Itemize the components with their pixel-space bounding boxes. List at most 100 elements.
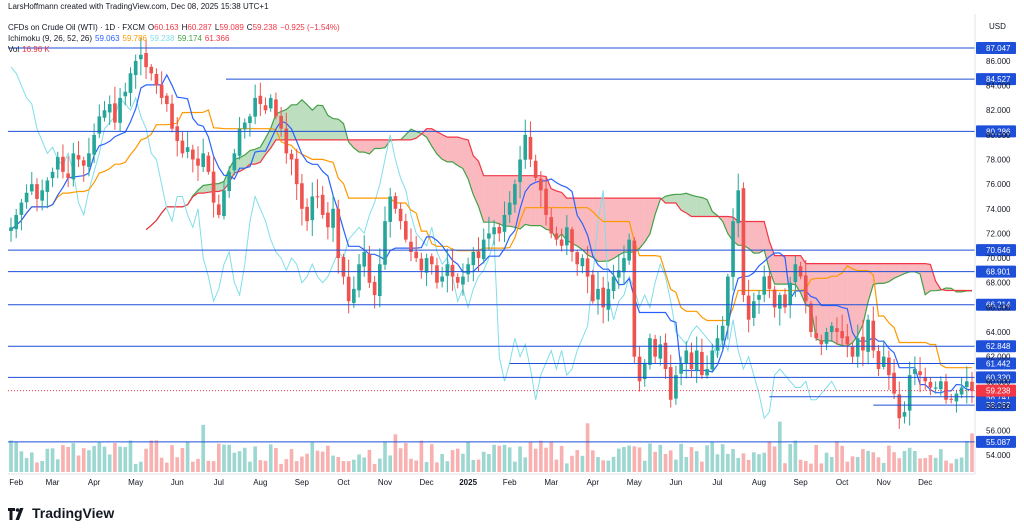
volume-bar bbox=[289, 449, 294, 472]
candle bbox=[76, 141, 81, 168]
candle-body bbox=[528, 136, 533, 160]
cloud-segment bbox=[623, 198, 630, 253]
volume-bar bbox=[549, 441, 554, 472]
change-value: −0.925 (−1.54%) bbox=[280, 23, 340, 32]
volume-bar bbox=[861, 449, 865, 472]
volume-value: 16.96 K bbox=[22, 45, 50, 54]
candle bbox=[720, 316, 725, 350]
candle bbox=[539, 171, 543, 208]
cloud-segment bbox=[483, 175, 489, 223]
candle bbox=[580, 254, 585, 274]
candle-body bbox=[507, 202, 512, 215]
candle-body bbox=[970, 381, 974, 392]
horizontal-level: 62.848 bbox=[8, 340, 1016, 353]
candle bbox=[206, 151, 211, 175]
candlesticks bbox=[9, 38, 974, 429]
candle-body bbox=[81, 160, 86, 166]
volume-bar bbox=[393, 434, 398, 472]
candle bbox=[383, 206, 387, 270]
candle bbox=[881, 340, 886, 370]
candle-body bbox=[315, 196, 320, 198]
ichimoku-name[interactable]: Ichimoku (9, 26, 52, 26) bbox=[8, 34, 93, 43]
volume-bar bbox=[133, 463, 138, 472]
price-axis-tick-label: 80.000 bbox=[986, 131, 1011, 140]
candle-body bbox=[450, 264, 455, 277]
candle bbox=[24, 184, 29, 209]
candle bbox=[653, 334, 657, 364]
candle-body bbox=[871, 320, 876, 351]
candle-body bbox=[767, 275, 772, 289]
horizontal-level: 80.286 bbox=[8, 125, 1016, 138]
volume-bar bbox=[705, 445, 709, 472]
tradingview-brand[interactable]: TradingView bbox=[8, 505, 114, 521]
volume-bar bbox=[876, 457, 881, 472]
cloud-segment bbox=[613, 198, 619, 259]
time-axis-tick-label: May bbox=[627, 478, 642, 487]
volume-bar bbox=[601, 460, 606, 472]
cloud-segment bbox=[857, 263, 863, 336]
horizontal-level: 87.047 bbox=[8, 42, 1016, 55]
candle bbox=[232, 148, 237, 176]
volume-bar bbox=[668, 450, 673, 472]
volume-bar bbox=[881, 462, 886, 472]
cloud-segment bbox=[904, 263, 910, 274]
volume-bar bbox=[565, 463, 569, 472]
volume-bar bbox=[414, 460, 418, 472]
candle bbox=[113, 86, 117, 130]
candle bbox=[933, 381, 938, 394]
volume-bar bbox=[372, 463, 377, 472]
volume-bar bbox=[227, 444, 231, 472]
cloud-segment bbox=[525, 175, 531, 226]
volume-bar bbox=[279, 463, 283, 472]
candle bbox=[159, 71, 164, 105]
volume-bar bbox=[829, 456, 834, 472]
volume-bar bbox=[866, 450, 870, 472]
volume-name[interactable]: Vol bbox=[8, 45, 20, 54]
volume-bar bbox=[840, 445, 844, 472]
candle bbox=[866, 314, 870, 365]
high-value: 60.287 bbox=[187, 23, 212, 32]
volume-bar bbox=[107, 454, 112, 472]
volume-bar bbox=[622, 446, 626, 472]
candle-body bbox=[694, 350, 699, 371]
candle-body bbox=[429, 256, 434, 265]
volume-bar bbox=[455, 448, 460, 472]
volume-bar bbox=[788, 444, 793, 472]
volume-bar bbox=[201, 424, 206, 472]
volume-bar bbox=[113, 443, 117, 472]
volume-bar bbox=[248, 461, 252, 472]
candle bbox=[66, 156, 70, 188]
volume-bar bbox=[336, 456, 341, 472]
level-price-tag-label: 58.062 bbox=[986, 401, 1011, 410]
volume-bar bbox=[902, 450, 907, 472]
volume-bar bbox=[746, 459, 751, 472]
horizontal-level: 61.442 bbox=[509, 357, 1016, 370]
candle bbox=[528, 121, 533, 168]
volume-bar bbox=[513, 461, 517, 472]
volume-bar bbox=[627, 445, 631, 472]
cloud-segment bbox=[629, 198, 635, 253]
volume-bar bbox=[144, 448, 148, 472]
volume-bar bbox=[663, 453, 668, 472]
level-price-tag bbox=[976, 244, 1016, 257]
volume-bar bbox=[102, 446, 107, 472]
candle bbox=[907, 361, 912, 426]
candle bbox=[55, 151, 60, 179]
volume-bar bbox=[611, 456, 616, 472]
volume-bar bbox=[206, 460, 211, 472]
candle bbox=[107, 95, 112, 125]
symbol-name[interactable]: CFDs on Crude Oil (WTI) · 1D · FXCM bbox=[8, 23, 145, 32]
candle bbox=[663, 333, 668, 380]
candle-body bbox=[533, 160, 538, 178]
candle bbox=[165, 93, 169, 112]
volume-bar bbox=[398, 448, 403, 472]
candle bbox=[861, 320, 865, 367]
cloud-segment bbox=[634, 198, 640, 253]
chart-grid bbox=[8, 26, 975, 462]
candle bbox=[939, 376, 943, 396]
cloud-segment bbox=[442, 134, 448, 162]
legend-symbol-row: CFDs on Crude Oil (WTI) · 1D · FXCM O60.1… bbox=[8, 23, 340, 32]
candle bbox=[9, 217, 13, 242]
candle bbox=[954, 389, 959, 413]
